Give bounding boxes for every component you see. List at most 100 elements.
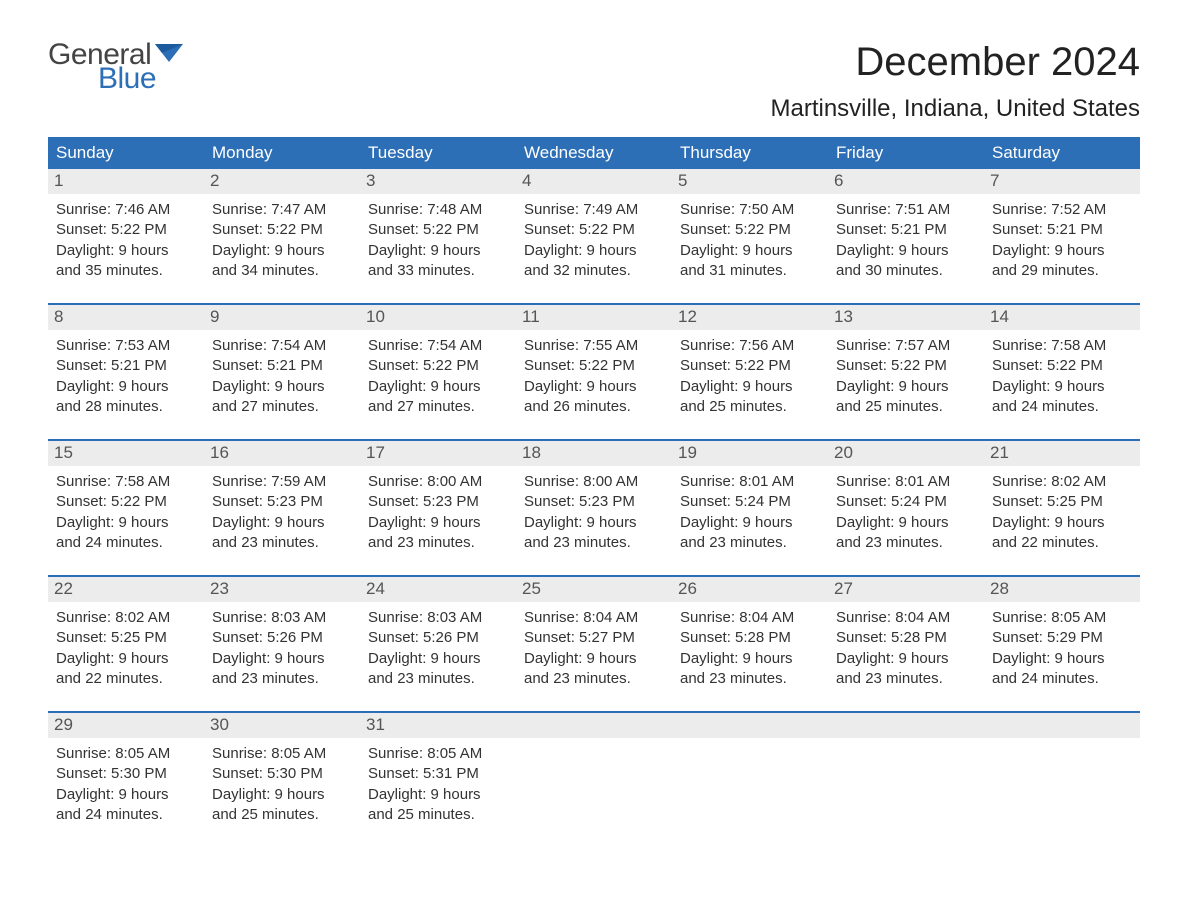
day-number: 24	[360, 577, 516, 602]
daylight-line1: Daylight: 9 hours	[56, 241, 196, 261]
daylight-line1: Daylight: 9 hours	[524, 241, 664, 261]
day-cell: Sunrise: 7:51 AMSunset: 5:21 PMDaylight:…	[828, 194, 984, 285]
sunset-text: Sunset: 5:22 PM	[836, 356, 976, 376]
day-cell	[516, 738, 672, 829]
day-number: 8	[48, 305, 204, 330]
day-number: 19	[672, 441, 828, 466]
daynum-strip: 891011121314	[48, 305, 1140, 330]
sunset-text: Sunset: 5:26 PM	[212, 628, 352, 648]
day-cell: Sunrise: 7:46 AMSunset: 5:22 PMDaylight:…	[48, 194, 204, 285]
day-cell: Sunrise: 7:52 AMSunset: 5:21 PMDaylight:…	[984, 194, 1140, 285]
daylight-line1: Daylight: 9 hours	[680, 513, 820, 533]
day-cell	[984, 738, 1140, 829]
day-number: 28	[984, 577, 1140, 602]
sunrise-text: Sunrise: 7:59 AM	[212, 472, 352, 492]
week-row: 891011121314 Sunrise: 7:53 AM Sunset: 5:21…	[48, 303, 1140, 421]
daylight-line1: Daylight: 9 hours	[212, 513, 352, 533]
sunset-text: Sunset: 5:22 PM	[368, 220, 508, 240]
day-number: 30	[204, 713, 360, 738]
daynum-strip: 22232425262728	[48, 577, 1140, 602]
sunset-text: Sunset: 5:28 PM	[680, 628, 820, 648]
sunset-text: Sunset: 5:22 PM	[992, 356, 1132, 376]
weekday-header: Saturday	[984, 137, 1140, 169]
daylight-line1: Daylight: 9 hours	[992, 241, 1132, 261]
day-cell: Sunrise: 8:00 AMSunset: 5:23 PMDaylight:…	[516, 466, 672, 557]
sunset-text: Sunset: 5:22 PM	[212, 220, 352, 240]
daylight-line1: Daylight: 9 hours	[212, 377, 352, 397]
day-number: 14	[984, 305, 1140, 330]
sunset-text: Sunset: 5:22 PM	[680, 356, 820, 376]
daylight-line1: Daylight: 9 hours	[836, 649, 976, 669]
sunrise-text: Sunrise: 7:58 AM	[992, 336, 1132, 356]
weekday-header: Friday	[828, 137, 984, 169]
sunset-text: Sunset: 5:31 PM	[368, 764, 508, 784]
daylight-line1: Daylight: 9 hours	[368, 649, 508, 669]
sunrise-text: Sunrise: 7:50 AM	[680, 200, 820, 220]
day-number	[516, 713, 672, 738]
sunrise-text: Sunrise: 7:52 AM	[992, 200, 1132, 220]
day-cell: Sunrise: 8:04 AMSunset: 5:27 PMDaylight:…	[516, 602, 672, 693]
title-block: December 2024 Martinsville, Indiana, Uni…	[770, 40, 1140, 123]
daylight-line2: and 23 minutes.	[524, 533, 664, 553]
sunrise-text: Sunrise: 8:01 AM	[680, 472, 820, 492]
sunrise-text: Sunrise: 7:54 AM	[368, 336, 508, 356]
sunset-text: Sunset: 5:22 PM	[524, 356, 664, 376]
daylight-line2: and 28 minutes.	[56, 397, 196, 417]
day-cell: Sunrise: 7:49 AMSunset: 5:22 PMDaylight:…	[516, 194, 672, 285]
daylight-line1: Daylight: 9 hours	[836, 377, 976, 397]
daylight-line2: and 24 minutes.	[992, 669, 1132, 689]
day-cell: Sunrise: 7:58 AMSunset: 5:22 PMDaylight:…	[48, 466, 204, 557]
daylight-line2: and 34 minutes.	[212, 261, 352, 281]
sunrise-text: Sunrise: 8:04 AM	[836, 608, 976, 628]
day-cell: Sunrise: 8:05 AMSunset: 5:30 PMDaylight:…	[48, 738, 204, 829]
daylight-line2: and 29 minutes.	[992, 261, 1132, 281]
daylight-line1: Daylight: 9 hours	[680, 377, 820, 397]
day-cell: Sunrise: 8:04 AMSunset: 5:28 PMDaylight:…	[672, 602, 828, 693]
day-number: 23	[204, 577, 360, 602]
daylight-line2: and 23 minutes.	[680, 533, 820, 553]
daylight-line2: and 31 minutes.	[680, 261, 820, 281]
daylight-line1: Daylight: 9 hours	[368, 241, 508, 261]
location: Martinsville, Indiana, United States	[770, 95, 1140, 123]
sunset-text: Sunset: 5:21 PM	[836, 220, 976, 240]
day-cell: Sunrise: 7:57 AMSunset: 5:22 PMDaylight:…	[828, 330, 984, 421]
day-number	[984, 713, 1140, 738]
sunset-text: Sunset: 5:23 PM	[368, 492, 508, 512]
day-number: 31	[360, 713, 516, 738]
day-cell: Sunrise: 7:50 AMSunset: 5:22 PMDaylight:…	[672, 194, 828, 285]
daylight-line1: Daylight: 9 hours	[524, 649, 664, 669]
sunset-text: Sunset: 5:29 PM	[992, 628, 1132, 648]
sunset-text: Sunset: 5:27 PM	[524, 628, 664, 648]
daylight-line2: and 24 minutes.	[56, 805, 196, 825]
day-cell	[828, 738, 984, 829]
day-number: 15	[48, 441, 204, 466]
sunrise-text: Sunrise: 7:57 AM	[836, 336, 976, 356]
sunrise-text: Sunrise: 7:53 AM	[56, 336, 196, 356]
sunrise-text: Sunrise: 7:48 AM	[368, 200, 508, 220]
daylight-line2: and 23 minutes.	[680, 669, 820, 689]
day-number: 7	[984, 169, 1140, 194]
day-number: 20	[828, 441, 984, 466]
sunrise-text: Sunrise: 8:05 AM	[368, 744, 508, 764]
day-cell: Sunrise: 7:54 AMSunset: 5:22 PMDaylight:…	[360, 330, 516, 421]
sunrise-text: Sunrise: 8:05 AM	[56, 744, 196, 764]
daylight-line2: and 24 minutes.	[992, 397, 1132, 417]
sunrise-text: Sunrise: 8:00 AM	[368, 472, 508, 492]
daylight-line1: Daylight: 9 hours	[992, 377, 1132, 397]
sunrise-text: Sunrise: 8:03 AM	[368, 608, 508, 628]
week-row: 22232425262728 Sunrise: 8:02 AM Sunset: 5:…	[48, 575, 1140, 693]
sunset-text: Sunset: 5:22 PM	[368, 356, 508, 376]
sunrise-text: Sunrise: 8:02 AM	[56, 608, 196, 628]
day-number: 3	[360, 169, 516, 194]
daylight-line2: and 23 minutes.	[212, 669, 352, 689]
sunset-text: Sunset: 5:21 PM	[212, 356, 352, 376]
day-number: 27	[828, 577, 984, 602]
day-cell: Sunrise: 7:56 AMSunset: 5:22 PMDaylight:…	[672, 330, 828, 421]
sunrise-text: Sunrise: 8:01 AM	[836, 472, 976, 492]
day-cell: Sunrise: 7:54 AMSunset: 5:21 PMDaylight:…	[204, 330, 360, 421]
daylight-line1: Daylight: 9 hours	[680, 241, 820, 261]
daylight-line2: and 22 minutes.	[56, 669, 196, 689]
sunrise-text: Sunrise: 7:55 AM	[524, 336, 664, 356]
daylight-line2: and 30 minutes.	[836, 261, 976, 281]
daylight-line1: Daylight: 9 hours	[992, 649, 1132, 669]
